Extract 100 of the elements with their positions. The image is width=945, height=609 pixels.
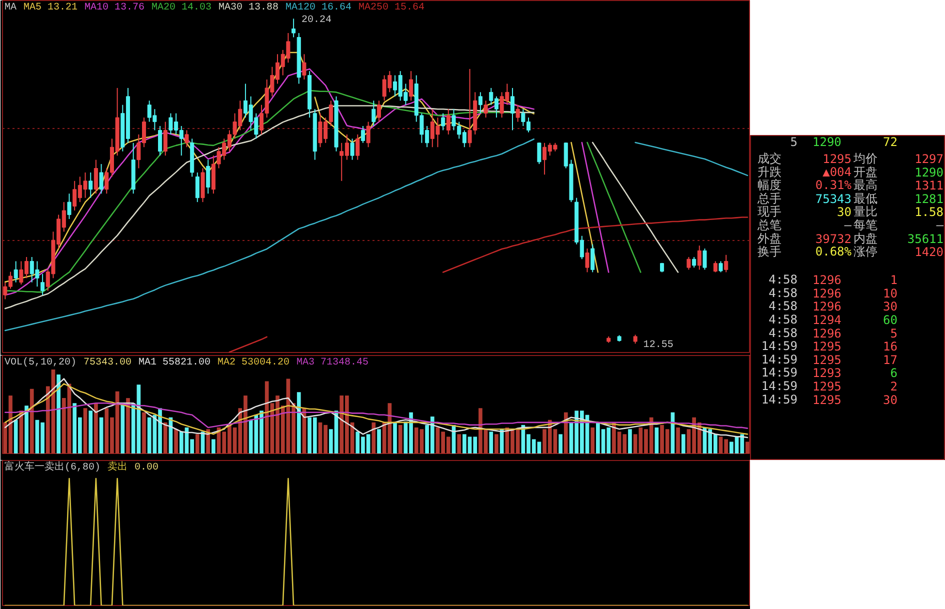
- text: 0.31%: [815, 178, 852, 192]
- text: MA1 55821.00: [138, 358, 211, 368]
- bar: [195, 434, 200, 454]
- text: 14:59: [761, 392, 798, 406]
- bar: [142, 412, 146, 454]
- bar: [126, 398, 130, 454]
- chart-subtitle: 75343.00: [84, 358, 132, 368]
- text: 量比: [854, 204, 878, 219]
- text: 4:58: [768, 272, 798, 287]
- candlestick: [366, 121, 370, 148]
- candlestick: [537, 142, 542, 165]
- candlestick: [195, 172, 200, 203]
- candlestick: [585, 248, 590, 273]
- text: MA20 14.03: [152, 2, 212, 14]
- candlestick: [376, 100, 381, 122]
- text: 1296: [812, 273, 842, 288]
- candlestick: [409, 70, 414, 102]
- chart-title: VOL(5,10,20): [4, 356, 77, 368]
- text: 升跌: [758, 164, 782, 179]
- candlestick: [718, 260, 723, 273]
- text: 最高: [854, 178, 878, 192]
- text: 4:58: [768, 286, 798, 300]
- text: 72: [883, 135, 898, 149]
- text: 总笔: [758, 218, 782, 232]
- text: 75343: [815, 192, 852, 206]
- text: 1295: [822, 152, 852, 166]
- bar: [681, 434, 686, 454]
- text: 30: [883, 392, 898, 407]
- bar: [372, 422, 376, 454]
- text: 开盘: [854, 164, 878, 179]
- text: 幅度: [758, 178, 782, 192]
- series-label: 卖出: [108, 460, 128, 474]
- text: 5: [890, 326, 898, 340]
- bar: [654, 427, 659, 454]
- text: 1296: [812, 326, 842, 340]
- text: 6: [890, 366, 898, 380]
- candlestick: [163, 121, 168, 156]
- candlestick: [713, 260, 718, 273]
- candlestick: [94, 159, 98, 194]
- candlestick: [302, 54, 306, 80]
- text: 每笔: [854, 218, 878, 232]
- bar: [88, 410, 93, 454]
- text: 10: [883, 286, 898, 300]
- bar: [56, 374, 60, 454]
- text: 0.68%: [815, 244, 852, 259]
- text: 成交: [758, 152, 782, 166]
- candlestick: [40, 273, 45, 296]
- candlestick: [184, 130, 189, 148]
- candlestick: [516, 104, 520, 122]
- bar: [14, 420, 18, 454]
- text: 均价: [854, 152, 878, 166]
- text: 外盘: [758, 231, 782, 246]
- candlestick: [372, 100, 376, 127]
- candlestick: [692, 256, 696, 268]
- candlestick: [590, 244, 595, 273]
- text: 39732: [815, 232, 852, 246]
- text: 1295: [812, 352, 842, 367]
- candlestick: [14, 260, 18, 283]
- candlestick: [484, 100, 488, 118]
- candlestick: [356, 134, 360, 160]
- text: 4:58: [768, 312, 798, 326]
- text: 1295: [812, 392, 842, 407]
- text: 14:59: [761, 379, 798, 393]
- text: MA5 13.21: [24, 2, 78, 14]
- bar: [628, 429, 632, 454]
- text: 1.58: [914, 205, 944, 220]
- chart-title: 富火车一卖出(6,80): [4, 460, 101, 474]
- text: 换手: [758, 244, 782, 259]
- bar: [24, 406, 28, 454]
- text: 35611: [907, 232, 944, 246]
- bar: [212, 439, 216, 454]
- bar: [174, 429, 178, 454]
- text: 1294: [812, 313, 842, 327]
- candlestick: [360, 126, 365, 144]
- text: 最低: [854, 191, 878, 206]
- bar: [494, 434, 498, 454]
- text: 1290: [812, 135, 842, 149]
- candlestick: [99, 164, 104, 194]
- text: 4:58: [768, 299, 798, 314]
- bar: [393, 422, 397, 454]
- text: MA250 15.64: [358, 2, 425, 14]
- text: 1290: [914, 165, 944, 180]
- chart-title: MA: [4, 2, 17, 14]
- annotation: 20.24: [302, 15, 332, 26]
- text: ▲004: [822, 164, 852, 179]
- candlestick: [510, 87, 514, 131]
- bar: [163, 422, 168, 454]
- candlestick: [686, 256, 691, 270]
- text: 总手: [758, 191, 782, 206]
- text: 内盘: [854, 231, 878, 246]
- text: MA30 13.88: [218, 2, 279, 14]
- bar: [746, 442, 750, 454]
- text: 1293: [812, 366, 842, 380]
- text: 1420: [914, 245, 944, 260]
- annotation: 12.55: [643, 340, 674, 352]
- bar: [489, 432, 494, 454]
- candlestick: [697, 245, 702, 270]
- bar: [377, 429, 381, 454]
- bar: [590, 427, 595, 454]
- text: 1297: [914, 152, 944, 166]
